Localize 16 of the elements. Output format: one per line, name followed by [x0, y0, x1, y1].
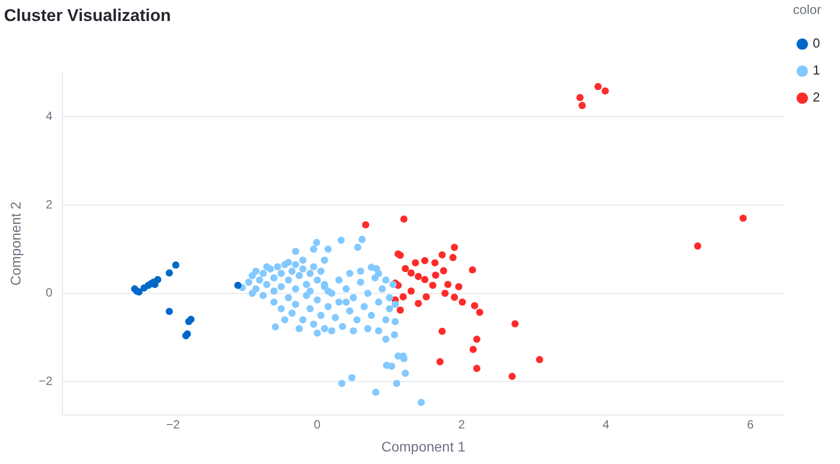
x-tick-label: 0: [314, 417, 321, 432]
y-tick-label: −2: [38, 374, 53, 388]
x-tick-label: 2: [458, 417, 466, 432]
chart-title: Cluster Visualization: [4, 6, 171, 25]
x-tick-label: 6: [747, 417, 754, 432]
x-tick-label: 4: [602, 417, 610, 432]
legend-label: 0: [812, 36, 820, 51]
y-tick-label: 4: [46, 108, 53, 123]
x-tick-label: −2: [166, 417, 180, 432]
legend-title: color: [793, 2, 822, 18]
y-tick-label: 0: [46, 286, 53, 300]
legend-label: 2: [812, 90, 820, 105]
x-axis-title: Component 1: [381, 438, 466, 454]
y-axis-title: Component 2: [7, 201, 24, 286]
legend-label: 1: [812, 62, 820, 78]
y-tick-label: 2: [46, 197, 53, 212]
